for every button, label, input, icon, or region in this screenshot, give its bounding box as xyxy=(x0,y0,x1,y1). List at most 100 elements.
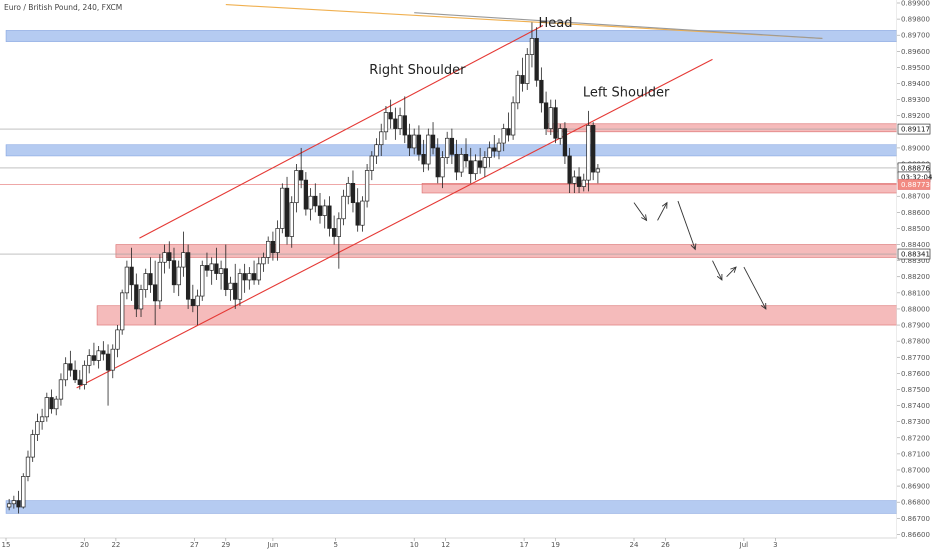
candle-up xyxy=(336,218,341,237)
zone-red xyxy=(547,123,898,133)
candle-up xyxy=(162,252,167,263)
y-tick-label: 0.87900 xyxy=(901,322,930,330)
y-tick-label: 0.87600 xyxy=(901,370,930,378)
candle-down xyxy=(72,369,78,381)
candle-down xyxy=(355,202,360,226)
candle-down xyxy=(388,112,393,120)
y-tick-label: 0.86800 xyxy=(901,499,930,507)
candle-down xyxy=(171,260,177,286)
y-tick-label: 0.88000 xyxy=(901,305,930,313)
candle-up xyxy=(96,350,101,361)
candle-up xyxy=(6,503,12,508)
x-tick-label: 24 xyxy=(630,541,639,549)
y-axis-background xyxy=(897,0,932,550)
candle-up xyxy=(11,500,17,505)
price-badge-label: 0.89117 xyxy=(901,126,930,134)
x-tick-label: 20 xyxy=(80,541,89,549)
candle-down xyxy=(576,176,582,187)
candle-up xyxy=(383,112,389,133)
zones-layer xyxy=(5,30,898,514)
candle-up xyxy=(275,228,280,253)
y-tick-label: 0.87400 xyxy=(901,402,930,410)
candle-up xyxy=(459,154,464,173)
candle-up xyxy=(529,38,535,55)
candle-up xyxy=(30,434,35,458)
candle-up xyxy=(44,397,49,418)
candle-up xyxy=(176,266,181,286)
x-tick-label: 19 xyxy=(551,541,560,549)
candle-down xyxy=(435,147,440,178)
candle-down xyxy=(270,240,276,253)
candle-down xyxy=(303,179,309,210)
arrow-head xyxy=(760,302,767,310)
candle-down xyxy=(105,353,111,371)
price-badge xyxy=(897,179,931,190)
candle-down xyxy=(167,252,172,261)
candle-up xyxy=(482,157,487,168)
candle-up xyxy=(218,268,224,274)
trendline xyxy=(76,58,713,389)
candle-up xyxy=(228,282,233,290)
candle-up xyxy=(209,263,214,271)
y-tick-label: 0.88100 xyxy=(901,289,930,297)
candle-down xyxy=(416,134,422,155)
projection-arrow xyxy=(743,266,767,310)
candle-down xyxy=(190,298,195,307)
y-tick-label: 0.87000 xyxy=(901,466,930,474)
candle-up xyxy=(247,273,252,281)
candle-up xyxy=(360,200,365,226)
candle-down xyxy=(421,154,426,165)
trendline xyxy=(225,4,823,39)
y-tick-label: 0.89700 xyxy=(901,32,930,40)
candle-down xyxy=(91,355,97,361)
candle-up xyxy=(143,273,148,290)
candle-up xyxy=(256,263,261,281)
candle-up xyxy=(39,416,45,423)
candle-down xyxy=(449,137,455,155)
candle-up xyxy=(586,125,591,181)
candle-down xyxy=(562,128,568,157)
candle-down xyxy=(430,134,436,149)
candle-up xyxy=(261,257,266,265)
price-badge-label: 0.88341 xyxy=(901,251,930,259)
arrow-head xyxy=(690,243,697,251)
price-badge xyxy=(897,248,931,260)
candle-up xyxy=(548,107,553,129)
candle-down xyxy=(591,125,596,173)
candle-down xyxy=(567,155,572,184)
candle-up xyxy=(364,170,370,202)
candle-up xyxy=(487,147,492,158)
candle-up xyxy=(515,75,520,104)
annotation-label: Head xyxy=(539,16,573,31)
candle-up xyxy=(195,295,200,307)
candle-up xyxy=(115,329,120,350)
candle-up xyxy=(237,273,243,300)
candle-down xyxy=(506,128,511,136)
projection-arrow xyxy=(677,200,696,250)
y-tick-label: 0.87200 xyxy=(901,434,930,442)
candle-down xyxy=(539,79,544,104)
y-tick-label: 0.87500 xyxy=(901,386,930,394)
candle-up xyxy=(35,421,40,435)
candle-up xyxy=(473,160,478,175)
candle-up xyxy=(289,202,294,237)
y-tick-label: 0.86700 xyxy=(901,515,930,523)
trendlines-layer xyxy=(0,4,897,389)
zone-blue xyxy=(5,500,898,514)
zone-red xyxy=(115,244,898,258)
candle-down xyxy=(251,273,257,281)
x-tick-label: 3 xyxy=(773,541,777,549)
candle-up xyxy=(595,168,601,173)
candle-down xyxy=(317,205,323,216)
y-axis: 0.89900 0.89800 0.89700 0.89600 0.89500 0.894… xyxy=(897,0,932,550)
candle-up xyxy=(124,266,130,294)
candle-up xyxy=(280,187,285,229)
y-tick-label: 0.89900 xyxy=(901,0,930,8)
y-tick-label: 0.89000 xyxy=(901,144,930,152)
candle-down xyxy=(534,38,539,81)
candle-down xyxy=(49,397,54,410)
y-tick-label: 0.88300 xyxy=(901,257,930,265)
candle-up xyxy=(181,252,186,268)
candle-up xyxy=(525,54,530,84)
